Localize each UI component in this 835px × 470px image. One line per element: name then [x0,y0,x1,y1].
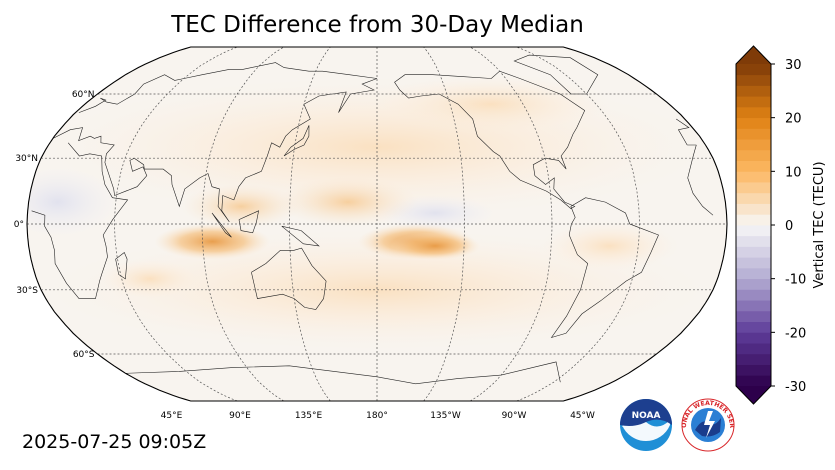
colorbar-band [736,235,771,247]
colorbar-band [736,267,771,280]
colorbar-band [736,343,771,355]
colorbar-tick-label: 0 [785,219,793,234]
colorbar-band [736,310,771,322]
meridian-gridline [114,47,238,401]
colorbar-tick-label: -30 [785,380,806,395]
coastline [251,247,327,310]
meridian-gridline [516,47,640,401]
coastline [125,361,561,385]
colorbar-band [736,171,771,183]
colorbar-tick-label: -10 [785,273,806,288]
colorbar-band [736,246,771,258]
coastline [513,54,599,95]
coastline [238,210,260,234]
coastline [52,62,697,222]
coastline [283,125,310,157]
colorbar-band [736,96,771,108]
colorbar-tick-label: 20 [785,112,802,127]
lon-tick-label: 135°W [430,411,461,421]
tec-anomaly-region [154,223,271,260]
lon-tick-label: 90°W [502,411,527,421]
colorbar-extend [736,46,771,64]
meridian-gridline [423,47,465,401]
colorbar-band [736,192,771,204]
colorbar-band [736,85,771,97]
colorbar-tick-label: 10 [785,165,802,180]
meridian-gridline [469,47,553,401]
colorbar-extend [736,386,771,404]
coastline [211,212,232,238]
lat-tick-label: 60°N [72,90,95,100]
colorbar-label: Vertical TEC (TECU) [812,161,827,288]
lat-tick-label: 60°S [73,350,95,360]
page-title: TEC Difference from 30-Day Median [171,12,584,38]
lon-tick-label: 90°E [229,411,251,421]
meridian-gridline [201,47,285,401]
lon-tick-label: 45°W [570,411,595,421]
coastline [550,197,659,339]
tec-anomaly-region [277,177,418,228]
tec-anomaly-region [539,220,680,271]
tec-anomaly-weak [370,74,611,135]
colorbar-band [736,128,771,140]
noaa-logo-text: NOAA [632,411,661,421]
colorbar-band [736,203,771,215]
colorbar-band [736,300,771,312]
tec-anomaly-region [181,184,302,229]
nws-logo: NATIONAL WEATHER SERVICE [675,396,735,452]
coastline [31,142,714,299]
lat-tick-label: 30°N [15,154,38,164]
colorbar-band [736,375,771,387]
coastline [394,70,586,209]
colorbar-band [736,278,771,290]
lon-tick-label: 180° [366,411,388,421]
colorbar-band [736,160,771,172]
coastline [281,225,320,247]
colorbar-band [736,353,771,365]
colorbar-band [736,74,771,86]
lon-tick-label: 135°E [295,411,323,421]
colorbar-band [736,332,771,344]
colorbar-band [736,139,771,151]
meridian-gridline [289,47,331,401]
colorbar-band [736,364,771,376]
colorbar-band [736,182,771,194]
colorbar-band [736,214,771,226]
colorbar-band [736,321,771,333]
lat-tick-label: 0° [14,220,24,230]
colorbar-band [736,289,771,301]
map-outline [26,46,728,402]
colorbar-band [736,225,771,237]
lat-tick-label: 30°S [16,286,38,296]
colorbar-band [736,106,771,119]
colorbar-tick-label: 30 [785,58,802,73]
colorbar-tick-label: -20 [785,326,806,341]
tec-anomaly-weak [99,258,200,299]
colorbar-band [736,64,771,76]
lon-tick-label: 45°E [161,411,183,421]
tec-anomaly-region [390,231,481,260]
logos: NOAA NATIONAL WEATHER SERVICE [620,396,735,452]
noaa-logo: NOAA [620,399,672,451]
colorbar-band [736,257,771,269]
colorbar-band [736,117,771,129]
timestamp: 2025-07-25 09:05Z [22,431,207,453]
colorbar-band [736,149,771,161]
coastline [115,252,128,280]
